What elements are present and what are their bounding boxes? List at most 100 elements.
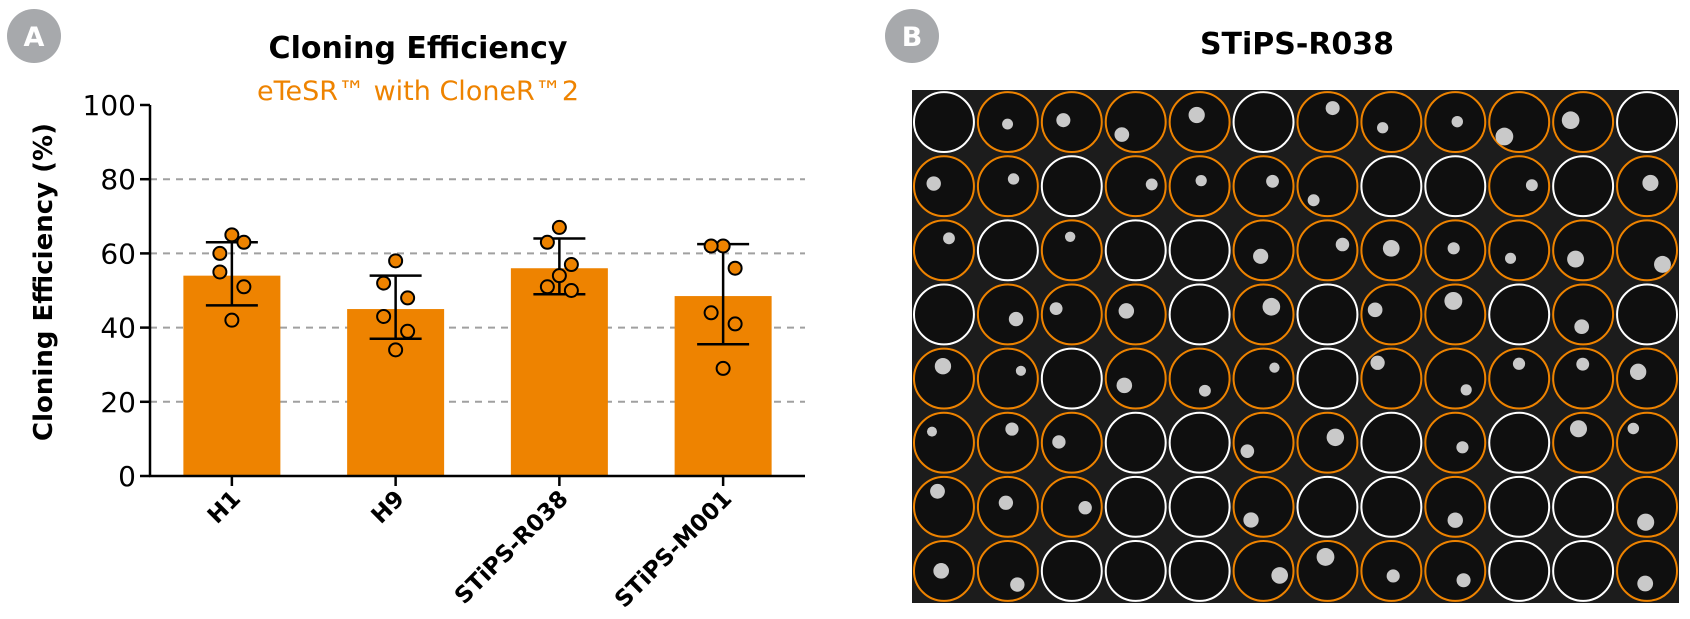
well-with-colony [1232, 283, 1295, 346]
colony-spot [1052, 435, 1066, 449]
colony-spot [1269, 362, 1280, 373]
colony-spot [943, 232, 955, 245]
data-point [727, 316, 743, 332]
colony-spot [1637, 513, 1655, 531]
well-empty [1488, 475, 1551, 538]
bars [183, 268, 772, 476]
plate-title: STiPS-R038 [1200, 27, 1394, 62]
well-empty [1296, 475, 1359, 538]
data-point [551, 219, 567, 235]
colony-spot [933, 563, 949, 579]
colony-spot [1015, 365, 1027, 376]
data-point [727, 260, 743, 276]
colony-spot [1262, 297, 1281, 316]
data-point [376, 275, 392, 291]
colony-spot [1505, 252, 1517, 264]
colony-spot [1326, 428, 1345, 447]
well-with-colony [1552, 411, 1615, 474]
well-with-colony [1488, 219, 1551, 282]
colony-spot [1078, 501, 1092, 515]
well-empty [1424, 155, 1487, 218]
well-with-colony [913, 475, 975, 538]
well-with-colony [1616, 219, 1678, 282]
colony-spot [1010, 577, 1025, 592]
well-empty [1616, 283, 1678, 346]
well-empty [1168, 411, 1231, 474]
bar-stips-r038 [510, 268, 608, 476]
well-with-colony [1296, 219, 1359, 282]
colony-spot [1056, 113, 1071, 128]
well-with-colony [1360, 347, 1423, 410]
well-empty [913, 91, 975, 154]
well-empty [1168, 475, 1231, 538]
error-bars [205, 237, 750, 346]
colony-spot [998, 495, 1014, 510]
data-point [236, 234, 252, 250]
colony-spot [1561, 111, 1580, 130]
colony-spot [1002, 118, 1014, 130]
colony-spot [1114, 127, 1130, 142]
well-empty [1552, 155, 1615, 218]
colony-spot [1307, 194, 1320, 207]
chart-subtitle: eTeSR™ with CloneR™2 [257, 76, 579, 107]
well-with-colony [1104, 347, 1167, 410]
data-points [212, 219, 743, 376]
colony-spot [1266, 174, 1279, 188]
well-empty [1360, 155, 1423, 218]
well-with-colony [976, 347, 1039, 410]
panel-a-badge [7, 9, 61, 63]
well-with-colony [913, 347, 975, 410]
colony-spot [1447, 242, 1460, 255]
well-empty [976, 219, 1039, 282]
well-with-colony [1040, 219, 1103, 282]
colony-spot [1325, 101, 1340, 116]
colony-spot [1456, 573, 1471, 588]
panel-b-badge-label: B [902, 22, 923, 53]
colony-spot [1005, 422, 1019, 436]
colony-spot [1271, 567, 1289, 584]
data-point [224, 227, 240, 243]
data-point [400, 290, 416, 306]
colony-spot [1243, 512, 1259, 528]
well-with-colony [1232, 411, 1295, 474]
y-tick-label: 100 [83, 89, 136, 122]
colony-spot [1576, 357, 1590, 371]
well-with-colony [913, 155, 975, 218]
colony-spot [1367, 302, 1383, 318]
well-empty [1552, 539, 1615, 602]
well-empty [1296, 347, 1359, 410]
well-with-colony [976, 411, 1039, 474]
colony-spot [1335, 237, 1350, 252]
panel-a-badge-label: A [24, 22, 45, 53]
well-empty [1104, 411, 1167, 474]
colony-spot [1049, 302, 1063, 316]
colony-spot [1447, 512, 1463, 528]
well-with-colony [1488, 91, 1551, 154]
colony-spot [934, 358, 952, 375]
colony-spot [1627, 422, 1640, 435]
colony-spot [1574, 319, 1590, 335]
data-point [703, 238, 719, 254]
well-empty [1488, 411, 1551, 474]
well-with-colony [1488, 347, 1551, 410]
colony-spot [1525, 179, 1538, 192]
colony-spot [1642, 174, 1659, 191]
data-point [236, 279, 252, 295]
data-point [539, 279, 555, 295]
y-tick-label: 80 [100, 163, 136, 196]
y-axis-label: Cloning Efficiency (%) [29, 123, 59, 441]
well-with-colony [976, 539, 1039, 602]
plate-image [912, 90, 1679, 603]
data-point [212, 245, 228, 261]
colony-spot [1629, 363, 1647, 381]
y-tick-label: 20 [100, 386, 136, 419]
well-with-colony [1104, 283, 1167, 346]
well-with-colony [1168, 347, 1231, 410]
well-with-colony [1488, 155, 1551, 218]
colony-spot [1444, 291, 1463, 310]
colony-spot [1145, 178, 1158, 191]
well-with-colony [913, 411, 975, 474]
data-point [212, 264, 228, 280]
well-with-colony [1424, 475, 1487, 538]
x-tick-label: STiPS-M001 [610, 486, 737, 613]
